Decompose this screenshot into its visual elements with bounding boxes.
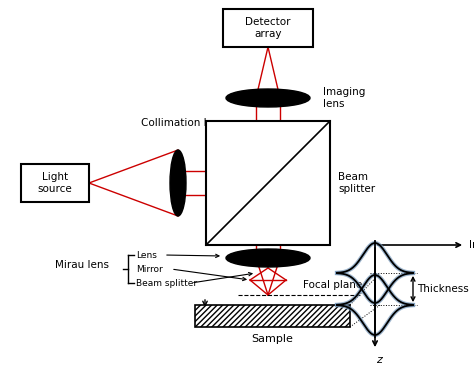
Text: Detector
array: Detector array xyxy=(245,17,291,39)
Text: Thickness: Thickness xyxy=(417,284,469,294)
Text: Imaging
lens: Imaging lens xyxy=(323,87,365,109)
Text: Collimation lens: Collimation lens xyxy=(141,118,225,128)
Bar xyxy=(21,164,89,202)
Text: Sample: Sample xyxy=(252,334,293,344)
Bar xyxy=(195,305,350,327)
Text: z: z xyxy=(376,355,382,365)
Bar xyxy=(206,121,330,245)
Text: Mirror: Mirror xyxy=(136,265,163,273)
Ellipse shape xyxy=(170,150,186,216)
Text: Light
source: Light source xyxy=(37,172,73,194)
Text: Lens: Lens xyxy=(136,251,157,259)
Text: Beam
splitter: Beam splitter xyxy=(338,172,375,194)
Text: Mirau lens: Mirau lens xyxy=(55,260,109,270)
Text: Intensity: Intensity xyxy=(469,240,474,250)
Text: z: z xyxy=(213,307,219,317)
Text: Beam splitter: Beam splitter xyxy=(136,279,197,287)
Ellipse shape xyxy=(226,89,310,107)
Ellipse shape xyxy=(226,249,310,267)
Bar xyxy=(223,9,313,47)
Text: Focal plane: Focal plane xyxy=(303,280,362,290)
